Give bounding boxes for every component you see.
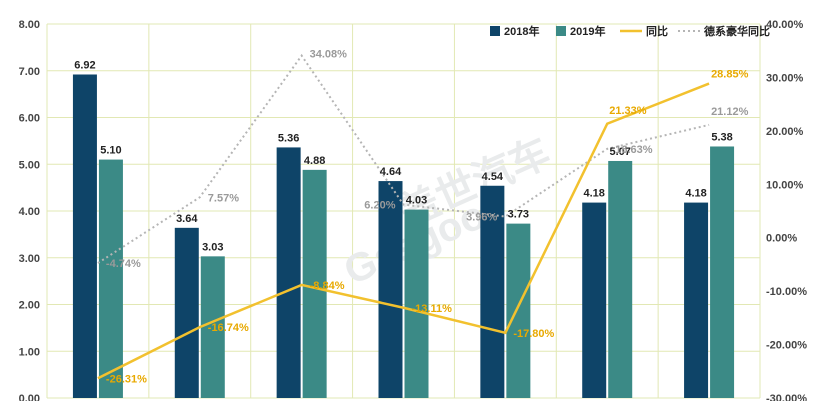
line-yoy	[97, 82, 710, 380]
bar-label-2019: 5.38	[711, 131, 732, 143]
bar-label-2019: 3.73	[508, 209, 529, 221]
bar-2018	[378, 181, 403, 398]
legend: 2018年 2019年 同比 德系豪华同比	[490, 24, 770, 38]
y-right-tick-label: -30.00%	[766, 393, 807, 401]
bar-2019	[302, 169, 327, 398]
legend-label-yoy: 同比	[646, 24, 668, 38]
y-right-tick-label: 0.00%	[766, 233, 797, 245]
bar-2019	[98, 159, 123, 398]
legend-swatch-2019	[556, 26, 566, 36]
bar-2018	[72, 74, 97, 399]
dx-luxury-label: 16.63%	[615, 144, 653, 156]
dx-luxury-label: 6.20%	[364, 200, 395, 212]
legend-label-dx-luxury: 德系豪华同比	[703, 24, 770, 38]
y-right-tick-label: 20.00%	[766, 126, 804, 138]
bar-2018	[174, 227, 199, 398]
axes: 0.00 1.00 2.00 3.00 4.00 5.00 6.00 7.00 8.00 -30.…	[19, 19, 808, 401]
bar-label-2019: 4.88	[304, 155, 325, 167]
bar-label-2019: 3.03	[202, 241, 223, 253]
y-right-tick-label: 30.00%	[766, 72, 804, 84]
bar-label-2018: 3.64	[176, 213, 198, 225]
bar-label-2019: 5.10	[100, 145, 121, 157]
y-left-tick-label: 3.00	[19, 253, 40, 265]
bar-label-2018: 4.54	[482, 171, 504, 183]
dx-luxury-label: -4.74%	[106, 258, 141, 270]
dx-luxury-label: 34.08%	[310, 49, 348, 61]
bars	[72, 74, 735, 399]
bar-2018	[684, 202, 709, 398]
yoy-label: -8.84%	[310, 280, 345, 292]
dx-luxury-label: 21.12%	[711, 106, 749, 118]
y-left-tick-label: 8.00	[19, 19, 40, 31]
y-right-tick-label: -20.00%	[766, 340, 807, 352]
y-left-tick-label: 7.00	[19, 66, 40, 78]
y-left-tick-label: 2.00	[19, 300, 40, 312]
y-right-tick-label: 10.00%	[766, 179, 804, 191]
yoy-label: -17.80%	[513, 328, 554, 340]
bar-label-2018: 6.92	[74, 59, 95, 71]
bar-2018	[480, 185, 505, 398]
y-left-tick-label: 6.00	[19, 113, 40, 125]
y-right-tick-label: -10.00%	[766, 286, 807, 298]
data-labels: 6.92 5.10 3.64 3.03 5.36 4.88 4.64 4.03 4.54 3.73…	[74, 49, 748, 386]
yoy-label: 28.85%	[711, 69, 749, 81]
bar-2019	[404, 209, 429, 398]
y-left-tick-label: 5.00	[19, 159, 40, 171]
bar-2019	[506, 223, 531, 398]
y-left-tick-label: 1.00	[19, 346, 40, 358]
bar-2019	[200, 256, 225, 398]
y-right-tick-label: 40.00%	[766, 19, 804, 31]
legend-swatch-2018	[490, 26, 500, 36]
yoy-label: -13.11%	[412, 303, 453, 315]
yoy-label: 21.33%	[609, 105, 647, 117]
yoy-label: -26.31%	[106, 373, 147, 385]
dx-luxury-label: 7.57%	[208, 192, 239, 204]
bar-label-2019: 4.03	[406, 195, 427, 207]
grid	[46, 23, 761, 399]
bar-2019	[710, 146, 735, 398]
dx-luxury-label: 3.96%	[466, 212, 497, 224]
bar-2018	[582, 202, 607, 398]
bar-label-2018: 4.18	[584, 188, 605, 200]
bar-label-2018: 4.18	[685, 188, 706, 200]
bar-2018	[276, 147, 301, 398]
legend-label-2019: 2019年	[570, 24, 605, 38]
bar-label-2019: 5.07	[610, 146, 631, 158]
lines	[97, 53, 710, 380]
line-dx-luxury-yoy	[97, 53, 710, 264]
yoy-label: -16.74%	[208, 322, 249, 334]
y-left-tick-label: 4.00	[19, 206, 40, 218]
bar-label-2018: 4.64	[380, 166, 402, 178]
legend-label-2018: 2018年	[504, 24, 539, 38]
bar-label-2018: 5.36	[278, 132, 299, 144]
bar-2019	[608, 160, 633, 398]
y-left-tick-label: 0.00	[19, 393, 40, 401]
